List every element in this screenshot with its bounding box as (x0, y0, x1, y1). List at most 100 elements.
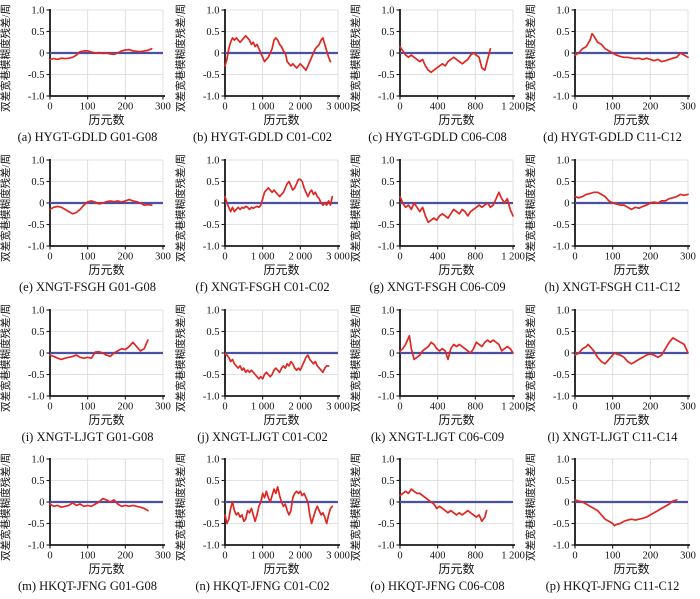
subplot-canvas: 0 1 000 2 000 3 000 1.0 0.5 0 -0.5 -1.0 历元数 双差宽巷模糊… (175, 4, 350, 127)
subplot: 0 100 200 300 1.0 0.5 0 -0.5 -1.0 历元数 双差宽巷模糊度残差/周 … (0, 0, 175, 150)
y-tick-label: 1.0 (556, 155, 569, 166)
y-tick-label: 0 (389, 498, 394, 509)
subplot-caption: (f) XNGT-FSGH C01-C02 (195, 279, 330, 294)
x-tick-label: 100 (80, 401, 96, 412)
x-tick-label: 300 (680, 401, 696, 412)
subplot-caption: (m) HKQT-JFNG G01-G08 (17, 579, 158, 594)
y-tick-label: 1.0 (31, 155, 44, 166)
subplot-canvas: 0 100 200 300 1.0 0.5 0 -0.5 -1.0 历元数 双差宽巷模糊度残差/周 (525, 154, 696, 277)
x-tick-label: 0 (222, 251, 227, 262)
y-tick-label: -1.0 (553, 241, 570, 252)
subplot-caption: (j) XNGT-LJGT C01-C02 (197, 429, 328, 444)
y-tick-label: 0.5 (556, 476, 569, 487)
subplot: 0 1 000 2 000 3 000 1.0 0.5 0 -0.5 -1.0 历元数 双差宽巷模糊… (175, 449, 350, 599)
residual-line (399, 334, 514, 360)
x-tick-label: 0 (397, 401, 402, 412)
y-tick-label: 0 (214, 49, 219, 60)
x-tick-label: 1 200 (501, 251, 525, 262)
y-tick-label: -1.0 (553, 92, 570, 103)
subplot-caption: (d) HYGT-GDLD C11-C12 (543, 130, 682, 144)
y-tick-label: -0.5 (28, 370, 45, 381)
x-tick-label: 0 (47, 102, 52, 113)
subplot-caption: (e) XNGT-FSGH G01-G08 (18, 279, 157, 294)
y-tick-label: -0.5 (553, 519, 570, 530)
x-tick-label: 1 000 (251, 251, 275, 262)
y-tick-label: 0 (389, 49, 394, 60)
subplot: 0 400 800 1 200 1.0 0.5 0 -0.5 -1.0 历元数 双差宽巷模糊度残差/… (350, 150, 525, 300)
y-tick-label: 0.5 (381, 27, 394, 38)
x-tick-label: 800 (467, 251, 483, 262)
y-tick-label: 1.0 (206, 6, 219, 17)
x-tick-label: 400 (430, 102, 446, 113)
y-axis-label: 双差宽巷模糊度残差/周 (0, 4, 12, 112)
x-tick-label: 200 (642, 401, 658, 412)
y-axis-label: 双差宽巷模糊度残差/周 (0, 453, 12, 561)
y-axis-label: 双差宽巷模糊度残差/周 (350, 304, 362, 412)
y-tick-label: 0.5 (206, 27, 219, 38)
y-tick-label: 1.0 (556, 6, 569, 17)
y-tick-label: 1.0 (381, 455, 394, 466)
residual-line (224, 486, 334, 525)
residual-line (399, 45, 492, 74)
y-tick-label: -0.5 (553, 370, 570, 381)
subplot: 0 100 200 300 1.0 0.5 0 -0.5 -1.0 历元数 双差宽巷模糊度残差/周 … (525, 449, 700, 599)
x-tick-label: 2 000 (289, 401, 313, 412)
y-tick-label: -1.0 (378, 241, 395, 252)
subplot-canvas: 0 100 200 300 1.0 0.5 0 -0.5 -1.0 历元数 双差宽巷模糊度残差/周 (525, 304, 696, 427)
y-axis-label: 双差宽巷模糊度残差/周 (175, 4, 187, 112)
y-axis-label: 双差宽巷模糊度残差/周 (350, 4, 362, 112)
subplot-caption: (a) HYGT-GDLD G01-G08 (17, 130, 158, 144)
subplot-canvas: 0 100 200 300 1.0 0.5 0 -0.5 -1.0 历元数 双差宽巷模糊度残差/周 (525, 4, 696, 127)
y-tick-label: -1.0 (378, 391, 395, 402)
x-tick-label: 0 (397, 102, 402, 113)
y-axis-label: 双差宽巷模糊度残差/周 (350, 154, 362, 262)
y-tick-label: -0.5 (203, 70, 220, 81)
y-tick-label: 0.5 (206, 327, 219, 338)
y-tick-label: 0 (39, 498, 44, 509)
x-tick-label: 100 (605, 251, 621, 262)
x-axis-label: 历元数 (263, 262, 299, 277)
x-axis-label: 历元数 (88, 412, 124, 427)
y-tick-label: -1.0 (378, 92, 395, 103)
y-tick-label: 0.5 (381, 327, 394, 338)
residual-line (224, 178, 334, 213)
x-tick-label: 1 000 (251, 102, 275, 113)
y-tick-label: 1.0 (381, 155, 394, 166)
x-tick-label: 200 (642, 551, 658, 562)
subplot: 0 400 800 1 200 1.0 0.5 0 -0.5 -1.0 历元数 双差宽巷模糊度残差/… (350, 0, 525, 150)
x-tick-label: 300 (155, 551, 171, 562)
x-tick-label: 300 (155, 401, 171, 412)
y-tick-label: 0.5 (206, 476, 219, 487)
subplot-canvas: 0 400 800 1 200 1.0 0.5 0 -0.5 -1.0 历元数 双差宽巷模糊度残差/… (350, 154, 525, 277)
y-tick-label: 1.0 (31, 6, 44, 17)
y-axis-label: 双差宽巷模糊度残差/周 (175, 154, 187, 262)
subplot: 0 100 200 300 1.0 0.5 0 -0.5 -1.0 历元数 双差宽巷模糊度残差/周 … (525, 0, 700, 150)
y-tick-label: 1.0 (381, 6, 394, 17)
y-tick-label: -1.0 (203, 92, 220, 103)
y-tick-label: -1.0 (378, 541, 395, 552)
y-tick-label: 0 (389, 198, 394, 209)
residual-line (49, 497, 149, 512)
subplot: 0 1 000 2 000 3 000 1.0 0.5 0 -0.5 -1.0 历元数 双差宽巷模糊… (175, 0, 350, 150)
subplot: 0 100 200 300 1.0 0.5 0 -0.5 -1.0 历元数 双差宽巷模糊度残差/周 … (0, 449, 175, 599)
x-tick-label: 3 000 (326, 551, 350, 562)
y-tick-label: 0 (39, 198, 44, 209)
subplot-canvas: 0 400 800 1 200 1.0 0.5 0 -0.5 -1.0 历元数 双差宽巷模糊度残差/… (350, 4, 525, 127)
subplot-canvas: 0 100 200 300 1.0 0.5 0 -0.5 -1.0 历元数 双差宽巷模糊度残差/周 (0, 4, 171, 127)
y-tick-label: -1.0 (203, 391, 220, 402)
x-tick-label: 3 000 (326, 102, 350, 113)
x-axis-label: 历元数 (438, 112, 474, 127)
residual-line (224, 352, 330, 380)
x-tick-label: 200 (642, 102, 658, 113)
x-tick-label: 200 (117, 251, 133, 262)
y-tick-label: -0.5 (28, 519, 45, 530)
y-axis-label: 双差宽巷模糊度残差/周 (525, 304, 537, 412)
y-tick-label: 0 (39, 348, 44, 359)
x-tick-label: 0 (222, 551, 227, 562)
y-tick-label: -1.0 (203, 241, 220, 252)
x-tick-label: 400 (430, 251, 446, 262)
x-tick-label: 0 (397, 551, 402, 562)
y-tick-label: -0.5 (378, 370, 395, 381)
x-tick-label: 0 (47, 551, 52, 562)
residual-line (574, 32, 689, 63)
